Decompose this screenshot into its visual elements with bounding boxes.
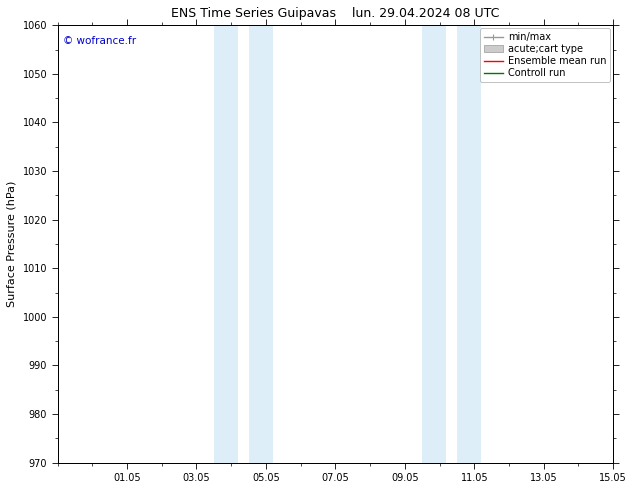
Text: © wofrance.fr: © wofrance.fr [63,36,136,46]
Bar [422,25,446,463]
Title: ENS Time Series Guipavas    lun. 29.04.2024 08 UTC: ENS Time Series Guipavas lun. 29.04.2024… [171,7,500,20]
Bar [214,25,238,463]
Legend: min/max, acute;cart type, Ensemble mean run, Controll run: min/max, acute;cart type, Ensemble mean … [480,28,611,82]
Bar [249,25,273,463]
Y-axis label: Surface Pressure (hPa): Surface Pressure (hPa) [7,181,17,307]
Bar [457,25,481,463]
